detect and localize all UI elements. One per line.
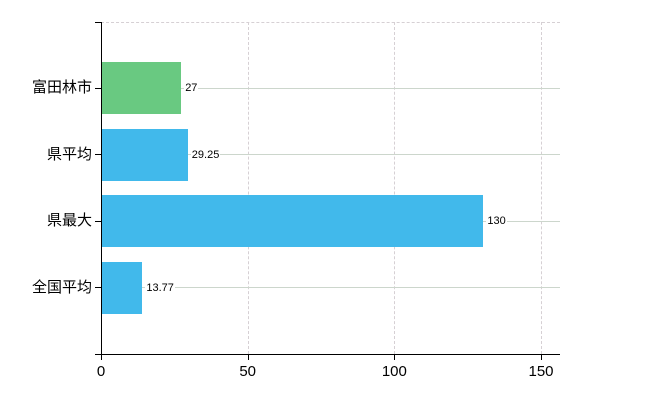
- vertical-gridline: [247, 22, 249, 354]
- horizontal-gridline: [101, 87, 560, 89]
- bar-value-label: 130: [486, 214, 507, 229]
- x-axis-tick: [541, 354, 542, 360]
- plot-top-gridline: [101, 22, 560, 23]
- bar-value-label: 27: [184, 81, 199, 96]
- category-tick: [95, 220, 101, 222]
- category-tick: [95, 154, 101, 156]
- category-tick: [95, 87, 101, 89]
- category-tick: [95, 287, 101, 289]
- bar: [102, 261, 143, 314]
- bar-value-label: 29.25: [190, 147, 221, 162]
- bar: [102, 128, 188, 181]
- category-label: 県最大: [46, 212, 92, 230]
- bar: [102, 62, 182, 115]
- x-tick-label: 150: [528, 363, 554, 380]
- vertical-gridline: [394, 22, 396, 354]
- category-label: 全国平均: [31, 278, 92, 296]
- y-axis-top-tick: [95, 22, 101, 23]
- x-tick-label: 100: [381, 363, 407, 380]
- x-axis-tick: [394, 354, 396, 360]
- x-axis-line: [95, 354, 560, 355]
- x-tick-label: 0: [96, 363, 106, 380]
- horizontal-gridline: [101, 154, 560, 156]
- category-label: 県平均: [46, 145, 92, 163]
- horizontal-gridline: [101, 287, 560, 289]
- x-tick-label: 50: [239, 363, 256, 380]
- category-label: 富田林市: [31, 79, 92, 97]
- y-axis-line: [101, 22, 102, 360]
- vertical-gridline: [541, 22, 542, 354]
- bar-value-label: 13.77: [145, 280, 175, 295]
- x-axis-tick: [247, 354, 249, 360]
- bar: [102, 195, 484, 248]
